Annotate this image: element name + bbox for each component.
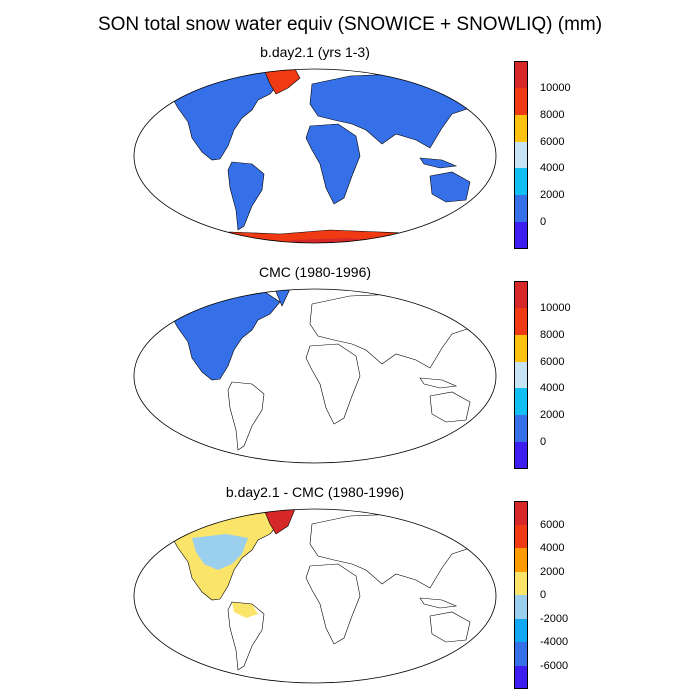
north-america-diff-blue (192, 534, 248, 570)
colorbar-tick-label: 8000 (540, 108, 565, 121)
colorbar-tick-label: 0 (540, 436, 547, 449)
colorbar-diff (514, 501, 528, 689)
africa-outline (305, 343, 361, 425)
colorbar-segment (514, 501, 528, 525)
colorbar-tick-label: 6000 (540, 518, 565, 531)
colorbar-segment (514, 307, 528, 335)
colorbar-segment (514, 571, 528, 595)
colorbar-segment (514, 665, 528, 689)
colorbar-segment (514, 168, 528, 196)
north-america-region (169, 71, 281, 161)
panel-title: b.day2.1 - CMC (1980-1996) (225, 484, 405, 500)
panel-obs: CMC (1980-1996) 10000 8000 6000 4000 2000 0 (0, 264, 700, 479)
panel-model: b.day2.1 (yrs 1-3) 10000 8000 6000 4000 20 (0, 44, 700, 259)
colorbar-segment (514, 281, 528, 308)
colorbar-tick-label: 4000 (540, 382, 565, 395)
south-america-outline (227, 381, 265, 451)
colorbar-segment (514, 114, 528, 142)
eurasia-outline (309, 513, 481, 589)
panel-title: b.day2.1 (yrs 1-3) (260, 44, 370, 60)
colorbar-tick-label: 0 (540, 589, 547, 601)
colorbar-segment (514, 442, 528, 469)
indonesia-outline (419, 597, 458, 609)
map-obs (133, 288, 497, 464)
figure-title: SON total snow water equiv (SNOWICE + SN… (97, 14, 603, 35)
greenland-region (264, 69, 301, 95)
indonesia-region (419, 157, 458, 169)
south-america-diff-yellow (232, 602, 258, 618)
colorbar-tick-label: 0 (540, 216, 547, 229)
north-america-region (169, 291, 281, 381)
south-america-outline (227, 601, 265, 671)
australia-region (429, 171, 471, 203)
colorbar-segment (514, 334, 528, 362)
panel-diff: b.day2.1 - CMC (1980-1996) 6000 4000 2000 0… (0, 484, 700, 699)
colorbar-tick-label: 6000 (540, 135, 565, 148)
colorbar-tick-label: -6000 (540, 659, 569, 672)
colorbar-tick-label: 4000 (540, 542, 565, 554)
australia-outline (429, 391, 471, 423)
map-diff (133, 508, 497, 684)
colorbar-tick-label: 6000 (540, 355, 565, 368)
indonesia-outline (419, 377, 458, 389)
colorbar-segment (514, 361, 528, 389)
colorbar-segment (514, 642, 528, 666)
panel-title: CMC (1980-1996) (258, 264, 372, 280)
colorbar-tick-label: 10000 (540, 81, 571, 94)
colorbar-segment (514, 618, 528, 642)
colorbar-tick-label: 8000 (540, 328, 565, 341)
colorbar-tick-label: -2000 (540, 612, 569, 625)
greenland-tip-region (274, 289, 291, 307)
eurasia-outline (309, 293, 481, 369)
colorbar-segment (514, 141, 528, 169)
map-model (133, 68, 497, 244)
colorbar-tick-label: 4000 (540, 162, 565, 175)
colorbar-segment (514, 415, 528, 443)
colorbar-segment (514, 548, 528, 572)
colorbar-segment (514, 524, 528, 548)
colorbar-segment (514, 87, 528, 115)
australia-outline (429, 611, 471, 643)
colorbar-segment (514, 61, 528, 88)
colorbar-obs (514, 281, 528, 469)
colorbar-tick-label: 2000 (540, 189, 565, 202)
colorbar-segment (514, 222, 528, 249)
colorbar-model (514, 61, 528, 249)
colorbar-segment (514, 195, 528, 223)
colorbar-segment (514, 595, 528, 619)
africa-region (305, 123, 361, 205)
colorbar-segment (514, 388, 528, 416)
colorbar-tick-label: 2000 (540, 565, 565, 578)
colorbar-tick-label: -4000 (540, 636, 569, 648)
south-america-region (227, 161, 265, 231)
colorbar-tick-label: 2000 (540, 409, 565, 422)
africa-outline (305, 563, 361, 645)
colorbar-tick-label: 10000 (540, 301, 571, 314)
